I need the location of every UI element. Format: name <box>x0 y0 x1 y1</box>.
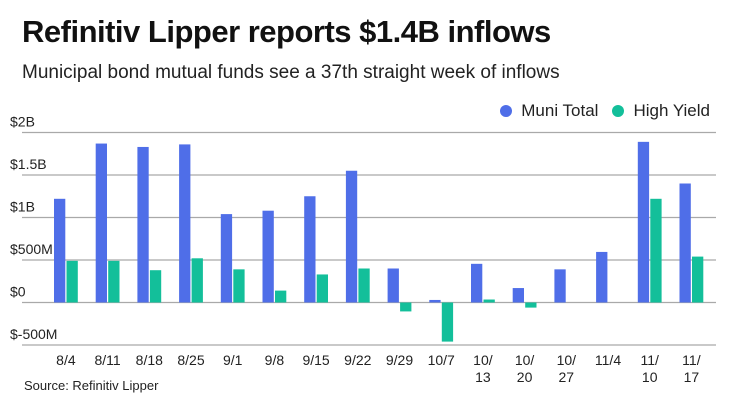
bar-muni-total-10-27 <box>554 269 566 303</box>
bar-high-yield-9-8 <box>275 290 287 303</box>
x-tick-label: 27 <box>559 369 575 385</box>
x-tick-label: 9/29 <box>386 352 413 368</box>
x-tick-label: 8/11 <box>94 352 120 368</box>
x-axis-labels: 8/4 8/11 8/18 8/25 9/1 9/8 9/15 9/22 9/29 10/7 10/… <box>56 352 701 385</box>
bar-muni-total-9-15 <box>304 196 316 303</box>
legend-label-high-yield: High Yield <box>633 101 710 120</box>
legend-swatch-muni-total <box>500 105 513 117</box>
bar-muni-total-9-1 <box>220 214 233 303</box>
x-tick-label: 9/15 <box>302 352 329 368</box>
bar-muni-total-8-25 <box>179 144 191 303</box>
bar-high-yield-10-20 <box>525 302 537 308</box>
chart-title: Refinitiv Lipper reports $1.4B inflows <box>22 14 551 49</box>
bar-muni-total-8-18 <box>137 146 149 303</box>
x-tick-label: 10 <box>642 369 658 385</box>
x-tick-label: 9/1 <box>223 352 243 368</box>
chart-subtitle: Municipal bond mutual funds see a 37th s… <box>22 62 560 83</box>
bar-high-yield-11-10 <box>650 198 662 303</box>
x-tick-label: 10/ <box>557 352 577 368</box>
y-tick-label: $2B <box>10 114 35 130</box>
x-tick-label: 20 <box>517 369 533 385</box>
y-tick-label: $1.5B <box>10 156 47 172</box>
legend-swatch-high-yield <box>612 105 625 117</box>
bar-muni-total-9-29 <box>387 268 399 303</box>
bar-high-yield-11-17 <box>692 256 704 303</box>
y-tick-label: $-500M <box>10 326 57 342</box>
bar-high-yield-8-11 <box>108 260 120 303</box>
x-tick-label: 9/22 <box>344 352 371 368</box>
bar-muni-total-8-4 <box>54 198 66 303</box>
legend: Muni Total High Yield <box>486 101 710 121</box>
bar-high-yield-9-1 <box>233 269 245 303</box>
source-note: Source: Refinitiv Lipper <box>24 378 159 393</box>
bar-muni-total-9-8 <box>262 210 274 303</box>
bars <box>54 141 704 342</box>
x-tick-label: 10/ <box>515 352 535 368</box>
y-tick-label: $0 <box>10 284 26 300</box>
x-tick-label: 11/ <box>682 352 701 368</box>
bar-high-yield-8-4 <box>66 260 78 303</box>
bar-high-yield-9-29 <box>400 302 412 312</box>
y-tick-label: $1B <box>10 199 35 215</box>
x-tick-label: 11/ <box>640 352 659 368</box>
x-tick-label: 9/8 <box>265 352 285 368</box>
x-tick-label: 17 <box>684 369 700 385</box>
y-axis-labels: $2B $1.5B $1B $500M $0 $-500M <box>10 114 57 343</box>
y-tick-label: $500M <box>10 241 53 257</box>
bar-high-yield-10-13 <box>483 299 495 303</box>
bar-high-yield-8-25 <box>191 258 203 303</box>
bar-muni-total-8-11 <box>95 143 107 303</box>
x-tick-label: 8/18 <box>136 352 163 368</box>
x-tick-label: 8/4 <box>56 352 76 368</box>
x-tick-label: 8/25 <box>177 352 204 368</box>
bar-muni-total-11-4 <box>596 251 608 303</box>
legend-label-muni-total: Muni Total <box>521 101 599 120</box>
bar-high-yield-9-22 <box>358 268 370 303</box>
bar-muni-total-9-22 <box>345 170 358 303</box>
bar-muni-total-11-10 <box>637 141 650 303</box>
x-tick-label: 11/4 <box>595 352 621 368</box>
gridlines <box>22 131 716 346</box>
bar-muni-total-10-13 <box>471 263 483 303</box>
bar-high-yield-10-7 <box>441 302 454 342</box>
bar-high-yield-8-18 <box>149 270 162 303</box>
bar-muni-total-10-7 <box>429 299 441 303</box>
x-tick-label: 10/ <box>473 352 493 368</box>
bar-high-yield-9-15 <box>316 274 328 303</box>
legend-item-high-yield: High Yield <box>612 101 710 121</box>
x-tick-label: 10/7 <box>428 352 455 368</box>
bar-muni-total-11-17 <box>679 183 691 303</box>
x-tick-label: 13 <box>475 369 491 385</box>
legend-item-muni-total: Muni Total <box>500 101 598 121</box>
bar-muni-total-10-20 <box>512 288 524 303</box>
